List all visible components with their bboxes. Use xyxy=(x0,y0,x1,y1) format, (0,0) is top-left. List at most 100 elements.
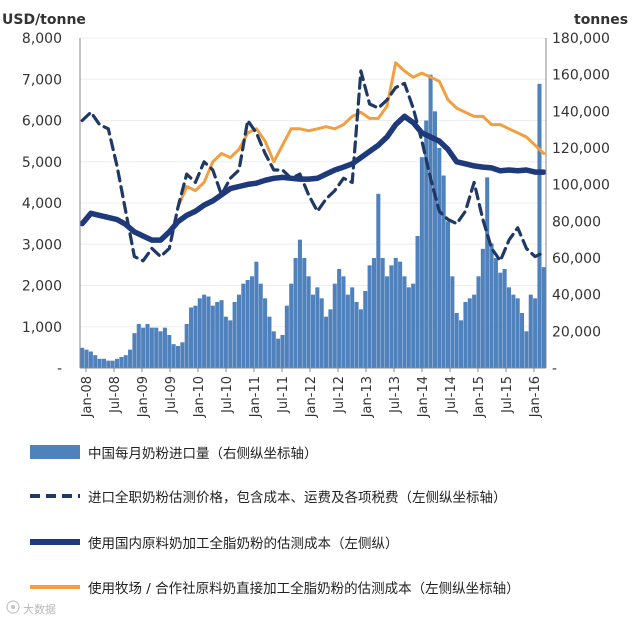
bar xyxy=(441,175,446,368)
bar xyxy=(236,294,241,368)
left-tick-label: 8,000 xyxy=(22,31,62,47)
bar xyxy=(328,309,333,368)
bar xyxy=(141,327,146,368)
bar xyxy=(485,177,490,368)
bar xyxy=(289,283,294,368)
bar xyxy=(206,296,211,368)
bar xyxy=(271,331,276,368)
bar xyxy=(506,287,512,368)
bar xyxy=(467,298,472,368)
bar xyxy=(145,324,150,368)
bar xyxy=(241,283,246,368)
legend-item-imports: 中国每月奶粉进口量（右侧纵坐标轴） xyxy=(30,442,318,462)
bar xyxy=(215,302,220,368)
bar xyxy=(310,294,316,368)
left-tick-label: 4,000 xyxy=(22,196,62,212)
x-tick-labels: Jan-08 Jul-08 Jan-09 Jul-09 Jan-10 Jul-10 Jan-… xyxy=(80,368,543,418)
legend-label: 使用国内原料奶加工全脂奶粉的估测成本（左侧纵） xyxy=(88,536,399,552)
bar xyxy=(385,276,390,368)
bar xyxy=(537,83,542,368)
bar xyxy=(302,258,307,368)
bar xyxy=(180,342,185,368)
bar xyxy=(371,258,376,368)
right-tick-labels: - 20,000 40,000 60,000 80,000 100,000 120,000 1… xyxy=(552,31,610,377)
x-tick-label: Jan-08 xyxy=(80,376,95,418)
bar xyxy=(167,335,172,368)
bar xyxy=(511,294,516,368)
bar xyxy=(280,335,285,368)
bar xyxy=(175,346,181,368)
right-tick-label: 160,000 xyxy=(552,68,610,84)
bar xyxy=(493,258,498,368)
bar xyxy=(424,120,429,368)
left-axis-title: USD/tonne xyxy=(2,12,86,28)
bar xyxy=(284,305,289,368)
bar xyxy=(276,338,281,368)
bar xyxy=(250,276,255,368)
bar xyxy=(114,358,120,368)
bar xyxy=(128,349,133,368)
right-axis-title: tonnes xyxy=(574,12,629,28)
left-tick-label: 1,000 xyxy=(22,320,62,336)
x-tick-label: Jul-15 xyxy=(500,376,515,414)
bar xyxy=(149,327,154,368)
left-tick-label: - xyxy=(57,361,62,377)
x-tick-label: Jan-09 xyxy=(136,376,151,418)
domestic-cost-line xyxy=(79,113,547,243)
legend-item-farm-cost: 使用牧场 / 合作社原料奶直接加工全脂奶粉的估测成本（左侧纵坐标轴） xyxy=(30,577,520,597)
left-tick-label: 2,000 xyxy=(22,279,62,295)
bar xyxy=(480,248,485,368)
bar xyxy=(393,258,398,368)
right-tick-label: 100,000 xyxy=(552,178,610,194)
bar xyxy=(411,283,416,368)
x-tick-label: Jul-08 xyxy=(108,376,123,414)
legend-label: 进口全职奶粉估测价格，包含成本、运费及各项税费（左侧纵坐标轴） xyxy=(88,490,507,506)
bar xyxy=(184,324,189,368)
bar xyxy=(345,294,350,368)
farm-cost-line xyxy=(176,61,546,209)
left-tick-label: 5,000 xyxy=(22,155,62,171)
bar xyxy=(476,276,481,368)
bar xyxy=(158,331,163,368)
x-tick-label: Jul-11 xyxy=(276,376,291,414)
bar xyxy=(293,258,298,368)
legend-item-import-price: 进口全职奶粉估测价格，包含成本、运费及各项税费（左侧纵坐标轴） xyxy=(30,486,507,506)
bar xyxy=(162,327,167,368)
bar xyxy=(389,265,394,368)
legend-item-domestic-cost: 使用国内原料奶加工全脂奶粉的估测成本（左侧纵） xyxy=(30,532,399,552)
legend-swatch-orange xyxy=(30,580,80,594)
right-tick-label: 80,000 xyxy=(552,214,601,230)
chart: - 1,000 2,000 3,000 4,000 5,000 6,000 7,000 8,00… xyxy=(22,31,610,418)
bar xyxy=(450,276,455,368)
bar xyxy=(88,351,93,368)
bar xyxy=(101,358,106,368)
bar xyxy=(171,344,176,368)
bar xyxy=(193,305,198,368)
bar xyxy=(358,309,363,368)
bar xyxy=(80,347,85,368)
x-tick-label: Jul-09 xyxy=(164,376,179,414)
left-tick-label: 3,000 xyxy=(22,237,62,253)
right-tick-label: - xyxy=(552,361,557,377)
bar xyxy=(228,320,233,368)
bar xyxy=(154,327,159,368)
legend-label: 中国每月奶粉进口量（右侧纵坐标轴） xyxy=(88,446,318,462)
bar xyxy=(219,300,224,368)
bar xyxy=(402,276,407,368)
left-tick-label: 7,000 xyxy=(22,72,62,88)
gridlines xyxy=(80,37,546,328)
x-tick-label: Jul-14 xyxy=(444,376,459,414)
bar xyxy=(297,239,302,368)
right-tick-label: 20,000 xyxy=(552,324,601,340)
import-price-line xyxy=(80,69,546,263)
bar xyxy=(97,358,102,368)
legend-swatch-bar xyxy=(30,445,80,459)
bar xyxy=(498,272,503,368)
bar xyxy=(524,331,529,368)
bar xyxy=(263,298,268,368)
bar xyxy=(119,357,124,368)
bar xyxy=(354,302,359,368)
x-tick-label: Jan-14 xyxy=(416,376,431,418)
bar xyxy=(502,269,507,368)
bar xyxy=(428,74,433,369)
